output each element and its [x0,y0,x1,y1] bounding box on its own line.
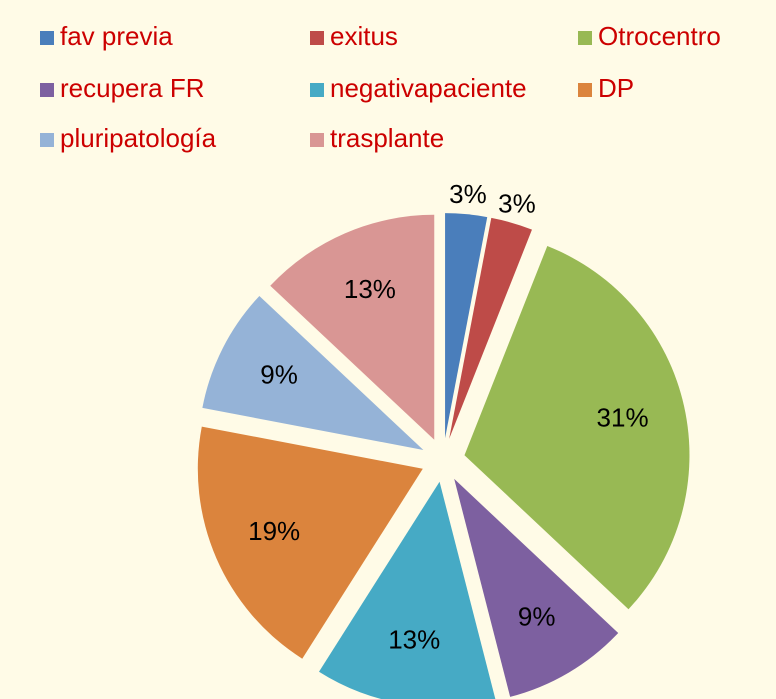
legend-swatch [40,133,54,147]
legend-swatch [578,83,592,97]
pie-slice [202,295,424,451]
pie-slice [454,478,619,697]
legend-swatch [578,31,592,45]
data-label: 9% [260,359,298,389]
legend-label: Otrocentro [598,21,721,51]
pie-slice [270,214,435,440]
data-label: 13% [388,625,440,655]
legend-swatch [40,83,54,97]
legend-swatch [40,31,54,45]
pie-slice [318,481,496,699]
data-label: 19% [248,516,300,546]
data-label: 31% [597,403,649,433]
pie-slice [445,213,488,439]
legend-swatch [310,31,324,45]
legend-label: fav previa [60,21,173,51]
legend-label: exitus [330,21,398,51]
data-label: 13% [344,274,396,304]
pie-slice [464,246,690,610]
legend-swatch [310,133,324,147]
data-label: 3% [449,179,487,209]
legend-label: trasplante [330,123,444,153]
legend-label: pluripatología [60,123,217,153]
pie-slice [449,217,532,439]
legend-swatch [310,83,324,97]
data-label: 9% [518,601,556,631]
legend-label: DP [598,73,634,103]
legend-label: recupera FR [60,73,205,103]
data-label: 3% [498,188,536,218]
legend-label: negativapaciente [330,73,527,103]
pie-slice [197,426,423,659]
